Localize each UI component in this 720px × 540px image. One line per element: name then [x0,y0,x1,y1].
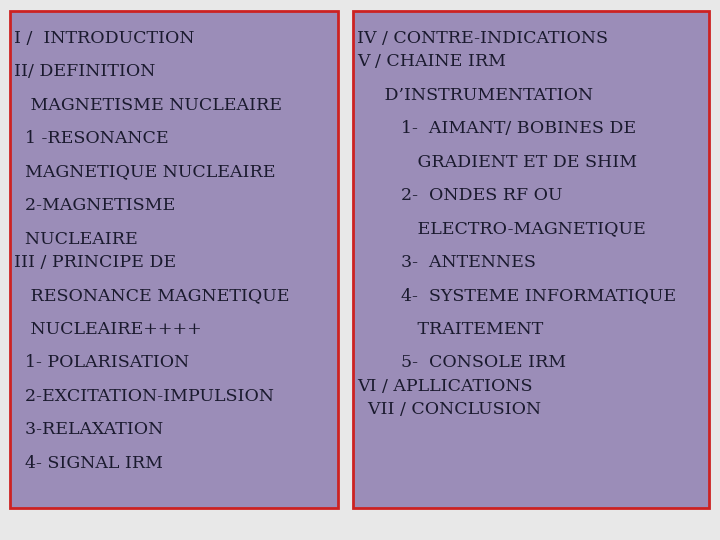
Text: III / PRINCIPE DE: III / PRINCIPE DE [14,254,176,271]
Text: 2-  ONDES RF OU: 2- ONDES RF OU [357,187,562,204]
Text: 1-  AIMANT/ BOBINES DE: 1- AIMANT/ BOBINES DE [357,120,636,137]
Text: 1 -RESONANCE: 1 -RESONANCE [14,130,169,147]
Text: ELECTRO-MAGNETIQUE: ELECTRO-MAGNETIQUE [357,220,646,238]
Text: 3-  ANTENNES: 3- ANTENNES [357,254,536,271]
Text: VII / CONCLUSION: VII / CONCLUSION [357,401,541,418]
Text: VI / APLLICATIONS: VI / APLLICATIONS [357,378,533,395]
Text: 4-  SYSTEME INFORMATIQUE: 4- SYSTEME INFORMATIQUE [357,287,676,305]
Text: RESONANCE MAGNETIQUE: RESONANCE MAGNETIQUE [14,287,290,305]
Text: 1- POLARISATION: 1- POLARISATION [14,354,189,372]
Text: 2-MAGNETISME: 2-MAGNETISME [14,197,176,214]
Text: 3-RELAXATION: 3-RELAXATION [14,421,163,438]
Text: TRAITEMENT: TRAITEMENT [357,321,544,338]
Text: IV / CONTRE-INDICATIONS: IV / CONTRE-INDICATIONS [357,30,608,46]
Text: 5-  CONSOLE IRM: 5- CONSOLE IRM [357,354,566,372]
FancyBboxPatch shape [10,11,338,508]
Text: D’INSTRUMENTATION: D’INSTRUMENTATION [357,86,593,104]
Text: 4- SIGNAL IRM: 4- SIGNAL IRM [14,455,163,472]
Text: I /  INTRODUCTION: I / INTRODUCTION [14,30,195,46]
Text: NUCLEAIRE: NUCLEAIRE [14,231,138,247]
FancyBboxPatch shape [353,11,709,508]
Text: MAGNETISME NUCLEAIRE: MAGNETISME NUCLEAIRE [14,97,282,113]
Text: NUCLEAIRE++++: NUCLEAIRE++++ [14,321,202,338]
Text: V / CHAINE IRM: V / CHAINE IRM [357,53,506,70]
Text: 2-EXCITATION-IMPULSION: 2-EXCITATION-IMPULSION [14,388,274,405]
Text: GRADIENT ET DE SHIM: GRADIENT ET DE SHIM [357,153,637,171]
Text: MAGNETIQUE NUCLEAIRE: MAGNETIQUE NUCLEAIRE [14,164,276,180]
Text: II/ DEFINITION: II/ DEFINITION [14,63,156,80]
